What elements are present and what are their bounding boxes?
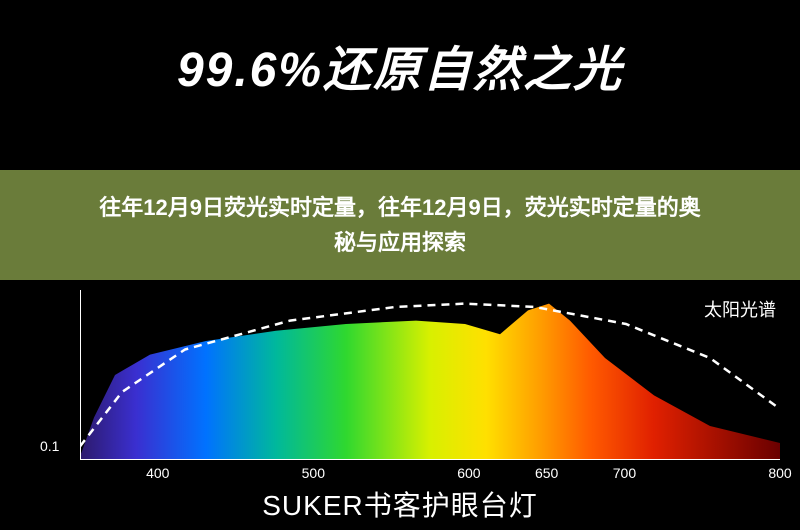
spectrum-area <box>80 304 780 460</box>
x-tick-label: 800 <box>768 465 791 481</box>
spectrum-svg <box>80 290 780 460</box>
x-tick-label: 600 <box>457 465 480 481</box>
page-title: 99.6%还原自然之光 <box>0 30 800 100</box>
overlay-banner: 往年12月9日荧光实时定量，往年12月9日，荧光实时定量的奥 秘与应用探索 <box>0 170 800 280</box>
spectrum-chart: 0.1 <box>80 290 780 460</box>
banner-line-2: 秘与应用探索 <box>334 225 466 260</box>
x-tick-label: 700 <box>613 465 636 481</box>
x-tick-label: 400 <box>146 465 169 481</box>
x-tick-label: 650 <box>535 465 558 481</box>
x-tick-label: 500 <box>302 465 325 481</box>
y-tick-label: 0.1 <box>40 438 59 454</box>
brand-label: SUKER书客护眼台灯 <box>0 484 800 524</box>
x-tick-container: 400500600650700800 <box>80 465 780 485</box>
banner-line-1: 往年12月9日荧光实时定量，往年12月9日，荧光实时定量的奥 <box>99 190 700 225</box>
